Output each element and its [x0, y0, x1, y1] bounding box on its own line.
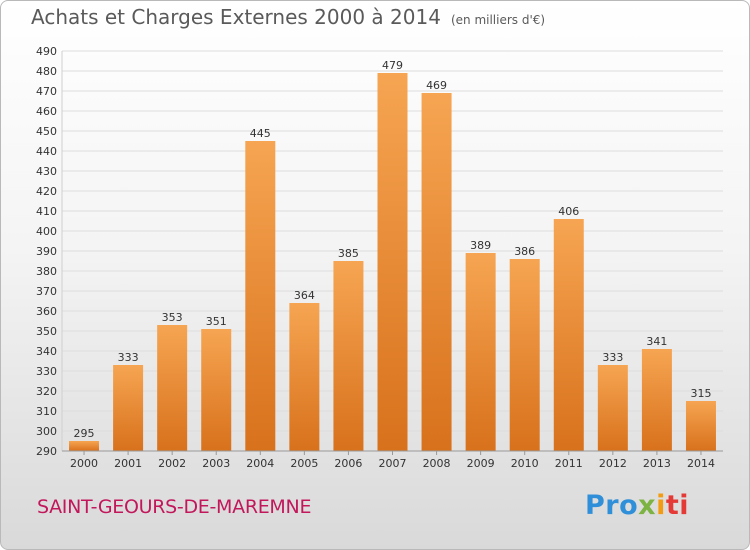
y-tick-label: 330 [36, 365, 57, 378]
y-tick-label: 400 [36, 225, 57, 238]
x-tick-label: 2010 [511, 457, 539, 470]
y-tick-label: 470 [36, 85, 57, 98]
y-tick-label: 450 [36, 125, 57, 138]
bar-value-label: 479 [382, 59, 403, 72]
x-tick-label: 2014 [687, 457, 715, 470]
bar-value-label: 385 [338, 247, 359, 260]
bar [201, 329, 232, 451]
y-tick-label: 300 [36, 425, 57, 438]
bar [597, 365, 628, 451]
x-tick-label: 2011 [555, 457, 583, 470]
y-tick-label: 290 [36, 445, 57, 458]
y-tick-label: 310 [36, 405, 57, 418]
y-tick-label: 410 [36, 205, 57, 218]
logo-part: i [656, 490, 666, 521]
bar-labels: 295 333 353 351 445 364 385 479 469 389 386 406 333 3… [74, 59, 712, 440]
bar-value-label: 364 [294, 289, 315, 302]
y-tick-label: 320 [36, 385, 57, 398]
x-tick-label: 2001 [114, 457, 142, 470]
bar-value-label: 341 [646, 335, 667, 348]
x-axis: 2000 2001 2002 2003 2004 2005 2006 2007 2008 2009… [62, 450, 723, 470]
y-tick-label: 440 [36, 145, 57, 158]
bar [157, 325, 188, 451]
proxiti-logo: Proxiti [585, 490, 689, 521]
bar-value-label: 333 [118, 351, 139, 364]
bar [421, 93, 452, 451]
bar-value-label: 469 [426, 79, 447, 92]
y-tick-label: 380 [36, 265, 57, 278]
x-tick-label: 2005 [290, 457, 318, 470]
bar-value-label: 406 [558, 205, 579, 218]
bar [377, 73, 408, 451]
x-tick-label: 2007 [379, 457, 407, 470]
bar [69, 441, 100, 451]
bar [113, 365, 144, 451]
logo-part: x [638, 490, 657, 521]
x-tick-label: 2009 [467, 457, 495, 470]
y-tick-label: 360 [36, 305, 57, 318]
bar-value-label: 315 [690, 387, 711, 400]
bar [641, 349, 672, 451]
chart-unit: (en milliers d'€) [450, 13, 546, 27]
commune-name: SAINT-GEOURS-DE-MAREMNE [37, 496, 312, 518]
x-tick-label: 2002 [158, 457, 186, 470]
bar [245, 141, 276, 451]
x-tick-label: 2012 [599, 457, 627, 470]
logo-part: Pro [585, 490, 639, 521]
y-tick-label: 390 [36, 245, 57, 258]
chart-title-text: Achats et Charges Externes 2000 à 2014 [31, 5, 441, 29]
bars [69, 73, 716, 451]
bar-value-label: 353 [162, 311, 183, 324]
bar-value-label: 295 [74, 427, 95, 440]
y-tick-label: 460 [36, 105, 57, 118]
y-tick-label: 430 [36, 165, 57, 178]
y-tick-label: 420 [36, 185, 57, 198]
bar [509, 259, 540, 451]
y-tick-label: 350 [36, 325, 57, 338]
bar [465, 253, 496, 451]
bar [289, 303, 320, 451]
x-tick-label: 2000 [70, 457, 98, 470]
y-tick-label: 370 [36, 285, 57, 298]
x-tick-label: 2008 [423, 457, 451, 470]
x-tick-label: 2006 [334, 457, 362, 470]
y-tick-label: 340 [36, 345, 57, 358]
bar-value-label: 333 [602, 351, 623, 364]
y-tick-label: 480 [36, 65, 57, 78]
bar-value-label: 351 [206, 315, 227, 328]
x-tick-label: 2013 [643, 457, 671, 470]
bar [685, 401, 716, 451]
bar [553, 219, 584, 451]
x-tick-label: 2004 [246, 457, 274, 470]
logo-part: ti [665, 490, 690, 521]
y-tick-label: 490 [36, 45, 57, 58]
bar-value-label: 445 [250, 127, 271, 140]
bar [333, 261, 364, 451]
x-tick-label: 2003 [202, 457, 230, 470]
bar-value-label: 389 [470, 239, 491, 252]
bar-value-label: 386 [514, 245, 535, 258]
y-axis: 290 300 310 320 330 340 350 360 370 380 390 400 410 4… [36, 45, 57, 458]
chart-title: Achats et Charges Externes 2000 à 2014 (e… [31, 5, 545, 29]
